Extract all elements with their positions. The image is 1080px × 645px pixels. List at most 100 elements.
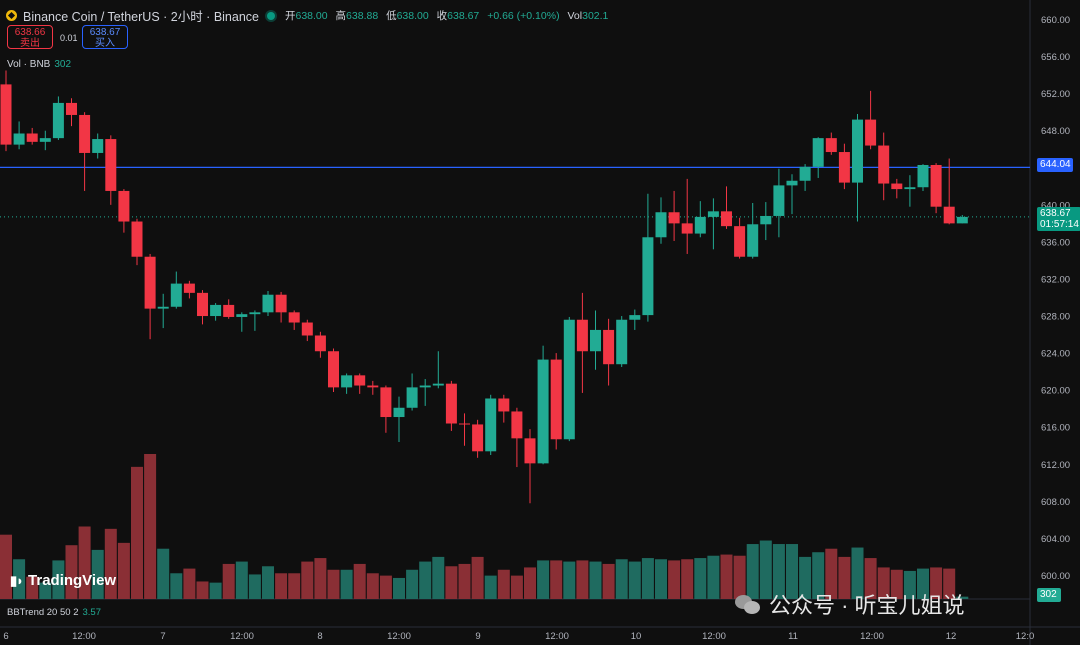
tradingview-wordmark: TradingView [28,572,117,589]
volume-bar [615,559,628,599]
volume-bar [628,561,641,599]
volume-bar [458,563,471,599]
volume-bar [275,573,288,599]
candle-body [563,319,575,440]
volume-bar [641,558,654,599]
candle-body [537,359,549,464]
volume-bar [340,569,353,599]
high-label: 高 [335,10,347,22]
wechat-watermark: 公众号 · 听宝儿姐说 [735,588,965,620]
candle-body [721,211,732,227]
candle-body [550,359,562,440]
volume-bar [327,569,340,599]
bbtrend-value: 3.57 [82,607,101,618]
volume-bar [379,575,392,599]
buy-label: 买入 [95,38,115,49]
candle-body [799,166,811,181]
ohlc-values: 开638.00 高638.88 低638.00 收638.67 +0.66 (+… [285,8,613,23]
volume-bar [917,568,929,599]
candle-body [498,398,510,412]
volume-bar [524,567,536,599]
candle-body [275,294,287,313]
candle-body [354,375,366,386]
candle-body [380,387,392,418]
candle-body [341,375,353,388]
candle-body [393,407,405,418]
price-tick-label: 628.00 [1041,312,1070,323]
current-price-tag[interactable]: 638.67 01:57:14 [1037,207,1080,231]
vol-label: Vol [567,10,583,22]
volume-bar [301,561,314,599]
candle-body [760,215,772,225]
volume-bar [13,559,26,599]
buy-price: 638.67 [89,27,121,38]
volume-bar [733,555,746,599]
volume-bar [0,534,12,599]
candle-body [288,312,300,323]
volume-legend[interactable]: Vol · BNB 302 [7,59,71,70]
candle-body [0,84,12,145]
symbol-title[interactable]: Binance Coin / TetherUS · 2小时 · Binance [23,10,259,24]
change-value: +0.66 (+0.10%) [487,10,560,22]
low-label: 低 [386,10,397,22]
time-tick-label: 9 [475,631,480,642]
candle-body [865,119,877,146]
price-tick-label: 608.00 [1041,497,1070,508]
candle-body [668,212,680,224]
price-tick-label: 660.00 [1041,15,1070,26]
candle-body [603,329,615,365]
candle-body [459,423,470,425]
candle-body [131,221,143,257]
candle-body [734,226,746,257]
candle-body [524,438,536,464]
price-tick-label: 656.00 [1041,52,1070,63]
candle-body [406,387,418,408]
candle-body [223,304,235,317]
candle-body [904,187,916,190]
candle-body [236,314,248,317]
bar-countdown: 01:57:14 [1040,219,1079,230]
sell-button[interactable]: 638.66 卖出 [7,25,53,49]
price-tick-label: 652.00 [1041,89,1070,100]
volume-bar [550,560,563,599]
candle-body [419,385,431,388]
volume-bar [353,563,366,599]
wechat-icon [735,593,761,615]
volume-bar [903,570,916,599]
candle-body [485,398,497,452]
candle-body [262,294,274,313]
time-tick-label: 12:00 [545,631,569,642]
candle-body [812,138,824,167]
candle-body [616,319,628,365]
candle-body [39,138,51,142]
candle-body [838,152,850,183]
price-tick-label: 636.00 [1041,237,1070,248]
candle-body [472,424,484,452]
bbtrend-legend[interactable]: BBTrend 20 50 2 3.57 [7,607,101,618]
price-tick-label: 612.00 [1041,460,1070,471]
volume-bar [144,454,157,599]
line-price-tag[interactable]: 644.04 [1037,158,1073,172]
candle-body [825,138,837,153]
volume-bar [707,555,720,599]
candle-body [511,411,523,439]
price-tick-label: 620.00 [1041,386,1070,397]
time-tick-label: 12:00 [702,631,726,642]
volume-bar [812,552,825,599]
time-tick-label: 12:00 [230,631,254,642]
volume-bar [65,545,78,599]
candle-body [92,139,104,153]
volume-bar [432,556,445,599]
volume-bar [759,540,772,599]
candle-body [170,283,182,307]
candle-body [747,224,759,257]
volume-bar [655,559,667,599]
time-tick-label: 12:00 [72,631,96,642]
buy-button[interactable]: 638.67 买入 [82,25,128,49]
volume-bar [602,563,615,599]
tradingview-logo[interactable]: ▮◗ TradingView [10,572,116,589]
volume-bar [576,560,589,599]
volume-bar [484,575,497,599]
volume-bar [170,573,183,599]
